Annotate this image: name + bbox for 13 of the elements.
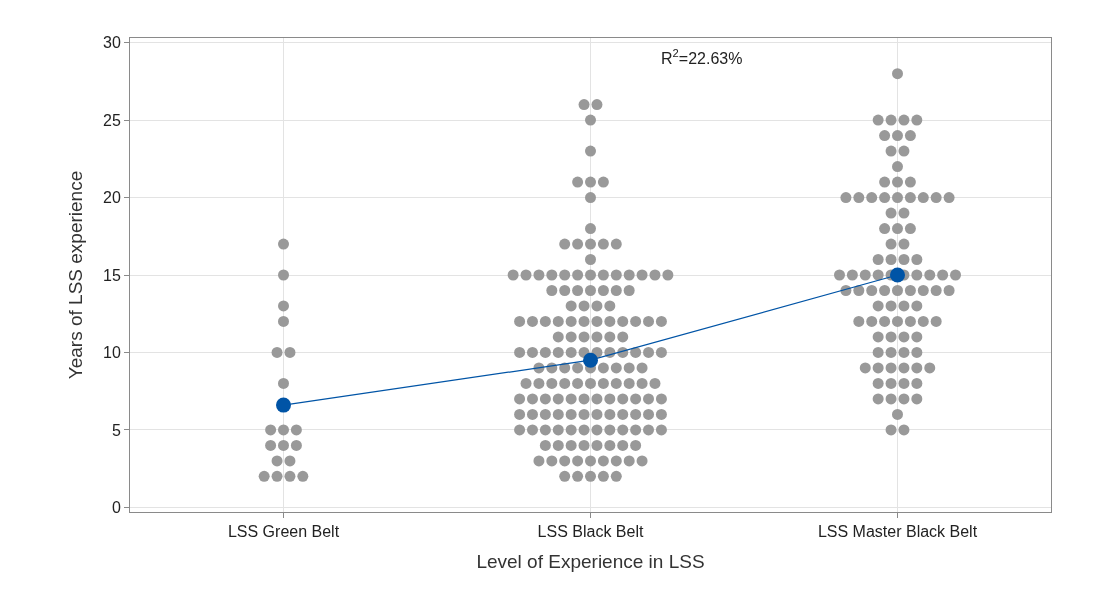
x-axis-title: Level of Experience in LSS	[476, 551, 705, 572]
x-tick-label: LSS Master Black Belt	[817, 523, 978, 541]
y-tick-label: 30	[103, 34, 121, 52]
y-axis-title: Years of LSS experience	[64, 170, 86, 380]
x-tick-label: LSS Black Belt	[537, 523, 644, 541]
y-tick-label: 20	[103, 189, 121, 207]
y-tick-label: 25	[103, 111, 121, 129]
y-tick-label: 10	[103, 344, 121, 362]
y-tick-label: 0	[111, 498, 121, 516]
annotation: R$^{2}$=22.63%	[661, 47, 743, 67]
x-tick-label: LSS Green Belt	[227, 523, 340, 541]
y-tick-label: 5	[111, 421, 121, 439]
y-tick-label: 15	[103, 266, 121, 284]
